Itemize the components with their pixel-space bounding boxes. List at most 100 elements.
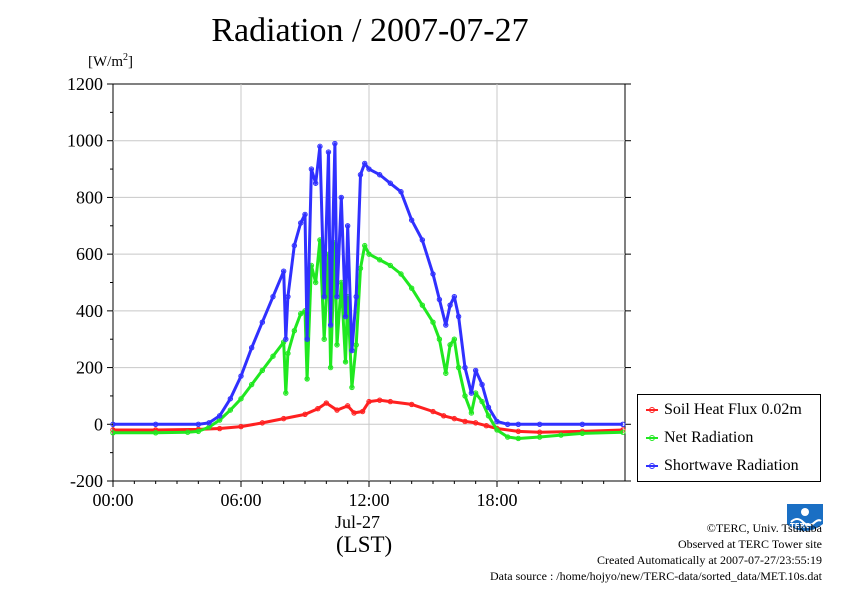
data-point-2	[376, 172, 383, 178]
legend-swatch-soil-heat-flux	[646, 407, 658, 413]
data-point-1	[468, 410, 475, 416]
data-point-2	[334, 293, 340, 300]
data-point-1	[494, 427, 500, 433]
data-point-2	[536, 421, 543, 427]
data-point-2	[472, 367, 479, 374]
data-point-1	[349, 384, 355, 391]
credit-site: Observed at TERC Tower site	[677, 537, 822, 551]
data-point-2	[485, 404, 492, 410]
x-tick-label: 00:00	[92, 490, 133, 510]
y-tick-label: 0	[94, 414, 103, 434]
data-point-0	[408, 401, 415, 408]
data-point-2	[298, 220, 304, 226]
data-point-2	[317, 143, 323, 150]
data-point-2	[285, 293, 291, 300]
data-point-0	[323, 400, 330, 406]
legend-label-soil-heat-flux: Soil Heat Flux 0.02m	[664, 401, 802, 418]
x-axis-date-label: Jul-27	[335, 512, 380, 532]
data-point-1	[291, 328, 298, 334]
data-point-1	[447, 342, 453, 348]
chart-title: Radiation / 2007-07-27	[211, 12, 529, 49]
data-point-2	[321, 293, 327, 300]
data-point-2	[216, 413, 223, 419]
y-tick-label: 800	[76, 187, 103, 207]
data-point-2	[515, 421, 522, 427]
data-point-1	[443, 370, 449, 376]
legend-swatch-net-radiation	[646, 435, 658, 441]
data-point-1	[334, 342, 340, 348]
data-point-0	[351, 410, 357, 416]
legend-item-soil-heat-flux: Soil Heat Flux 0.02m	[646, 401, 802, 419]
data-point-1	[504, 434, 511, 440]
data-point-1	[485, 413, 492, 419]
data-point-2	[291, 242, 298, 249]
data-point-2	[419, 237, 426, 243]
data-point-1	[430, 319, 436, 325]
data-point-2	[206, 420, 212, 426]
data-point-0	[462, 418, 468, 425]
data-point-1	[327, 364, 334, 371]
data-point-1	[110, 430, 116, 436]
data-point-1	[270, 353, 276, 359]
y-tick-label: 1000	[67, 131, 103, 151]
series-line-1	[113, 238, 623, 440]
data-point-2	[259, 319, 266, 325]
data-point-2	[342, 313, 349, 320]
data-point-0	[376, 397, 383, 403]
data-point-1	[321, 336, 327, 342]
data-point-2	[344, 223, 351, 229]
data-point-1	[342, 359, 349, 365]
y-tick-label: 600	[76, 244, 103, 264]
data-point-2	[479, 381, 485, 388]
data-point-1	[152, 430, 159, 436]
data-point-1	[536, 434, 543, 440]
y-axis-label: [W/m2]	[88, 52, 133, 71]
data-point-1	[304, 376, 310, 382]
data-point-2	[620, 421, 626, 427]
data-point-2	[302, 211, 308, 218]
x-tick-label: 06:00	[220, 490, 261, 510]
data-point-0	[366, 398, 372, 405]
data-point-1	[366, 251, 372, 257]
legend-item-net-radiation: Net Radiation	[646, 429, 753, 447]
data-point-1	[362, 242, 368, 249]
data-point-0	[515, 428, 522, 435]
data-point-2	[248, 345, 255, 351]
data-point-0	[238, 423, 244, 430]
legend-label-net-radiation: Net Radiation	[664, 429, 754, 446]
data-point-0	[472, 420, 479, 426]
y-tick-label: -200	[70, 471, 103, 491]
y-axis-unit: [W/m	[88, 54, 123, 70]
data-point-1	[620, 429, 626, 435]
data-point-0	[440, 413, 447, 419]
data-point-2	[436, 296, 443, 303]
credit-created: Created Automatically at 2007-07-27/23:5…	[597, 553, 822, 567]
data-point-2	[504, 421, 511, 427]
data-point-0	[302, 411, 308, 418]
data-point-1	[312, 279, 319, 286]
data-point-1	[259, 367, 266, 374]
data-point-2	[338, 194, 344, 201]
data-point-2	[430, 271, 436, 277]
data-point-0	[430, 408, 436, 415]
data-point-0	[451, 415, 458, 422]
data-point-2	[312, 180, 319, 186]
y-axis-unit-close: ]	[128, 54, 133, 70]
data-point-0	[216, 425, 223, 432]
data-point-2	[447, 302, 453, 308]
data-point-1	[398, 271, 404, 277]
data-point-0	[344, 403, 351, 409]
credit-copyright: ©TERC, Univ. Tsukuba	[706, 521, 822, 535]
y-tick-label: 1200	[67, 74, 103, 94]
data-point-2	[238, 373, 244, 379]
data-point-1	[462, 393, 468, 399]
data-point-2	[327, 322, 334, 328]
data-point-1	[579, 430, 586, 437]
data-point-1	[248, 381, 255, 388]
data-point-2	[280, 268, 287, 274]
legend-label-shortwave-radiation: Shortwave Radiation	[664, 457, 799, 474]
data-point-0	[259, 420, 266, 426]
data-point-1	[436, 336, 443, 342]
data-point-2	[579, 421, 586, 427]
